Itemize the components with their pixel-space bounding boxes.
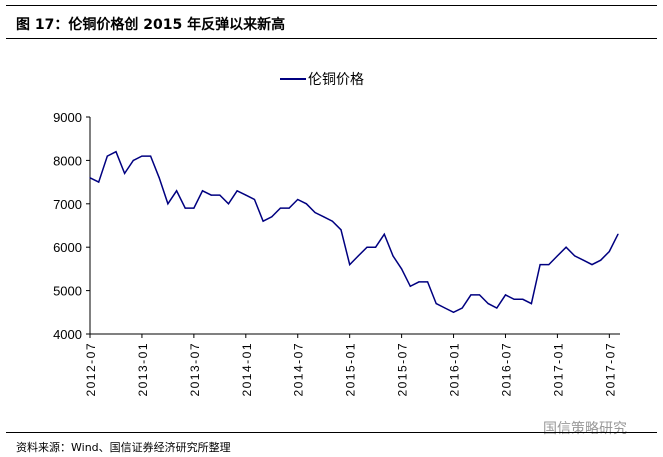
data-point: [392, 255, 394, 257]
data-point: [245, 194, 247, 196]
x-tick-label: 2013-07: [188, 342, 202, 397]
data-point: [487, 303, 489, 305]
data-point: [314, 211, 316, 214]
data-point: [297, 198, 299, 201]
data-point: [349, 263, 351, 266]
top-rule: [6, 5, 657, 6]
data-point: [262, 220, 264, 222]
data-point: [375, 246, 377, 248]
y-tick-label: 4000: [53, 327, 82, 342]
data-point: [193, 207, 195, 209]
data-point: [340, 229, 342, 231]
data-point: [323, 216, 325, 218]
data-point: [89, 177, 91, 179]
data-point: [401, 268, 403, 270]
data-point: [522, 298, 524, 300]
data-point: [253, 198, 256, 201]
data-point: [556, 255, 559, 257]
y-tick-label: 6000: [53, 240, 82, 255]
data-point: [444, 307, 446, 309]
title-rule: [6, 38, 657, 39]
legend: 伦铜价格: [280, 69, 364, 89]
legend-swatch: [280, 78, 306, 80]
legend-label: 伦铜价格: [308, 72, 364, 88]
data-point: [617, 233, 619, 235]
y-tick-label: 5000: [53, 284, 82, 299]
data-point: [98, 181, 100, 183]
data-point: [608, 250, 610, 253]
bottom-rule: [6, 432, 657, 433]
source-note: 资料来源：Wind、国信证券经济研究所整理: [16, 441, 231, 454]
data-point: [288, 207, 290, 209]
x-tick-label: 2015-01: [344, 342, 358, 397]
x-tick-label: 2012-07: [84, 342, 98, 397]
data-point: [383, 233, 385, 235]
x-tick-label: 2013-01: [136, 342, 150, 397]
data-point: [426, 281, 429, 283]
data-point: [201, 190, 204, 192]
data-point: [167, 203, 169, 205]
x-tick-label: 2016-01: [448, 342, 462, 397]
data-point: [271, 216, 273, 218]
x-tick-label: 2014-01: [240, 342, 254, 397]
y-tick-label: 9000: [53, 110, 82, 125]
data-point: [158, 177, 160, 179]
data-point: [184, 207, 186, 209]
x-tick-label: 2014-07: [292, 342, 306, 397]
data-point: [582, 259, 584, 261]
data-point: [470, 294, 472, 296]
data-point: [574, 255, 576, 257]
data-point: [279, 207, 282, 209]
data-point: [409, 285, 411, 287]
data-point: [591, 263, 593, 266]
data-point: [461, 307, 463, 309]
data-point: [530, 303, 533, 305]
data-point: [452, 311, 455, 313]
data-point: [132, 159, 134, 161]
data-point: [565, 246, 567, 248]
figure-title: 图 17：伦铜价格创 2015 年反弹以来新高: [16, 17, 286, 33]
watermark: 国信策略研究: [543, 421, 627, 437]
data-point: [227, 203, 230, 205]
data-point: [115, 151, 117, 153]
data-point: [305, 203, 307, 205]
data-point: [236, 190, 238, 192]
data-point: [357, 255, 359, 257]
data-point: [548, 263, 550, 266]
data-point: [513, 298, 515, 300]
data-point: [149, 155, 152, 157]
data-point: [210, 194, 212, 196]
data-point: [496, 307, 498, 309]
x-tick-label: 2017-07: [603, 342, 617, 397]
data-point: [141, 155, 143, 157]
data-point: [600, 259, 602, 261]
x-tick-label: 2017-01: [551, 342, 565, 397]
price-line: [89, 150, 619, 314]
x-tick-label: 2016-07: [499, 342, 513, 397]
data-point: [504, 294, 507, 296]
data-point: [366, 246, 368, 248]
data-point: [219, 194, 221, 196]
data-point: [539, 263, 541, 266]
data-point: [331, 220, 333, 222]
data-point: [435, 303, 437, 305]
x-tick-label: 2015-07: [396, 342, 410, 397]
data-point: [175, 190, 178, 192]
data-point: [418, 281, 420, 283]
data-point: [478, 294, 481, 296]
y-tick-label: 7000: [53, 197, 82, 212]
data-point: [124, 172, 126, 175]
data-point: [106, 155, 108, 157]
y-tick-label: 8000: [53, 153, 82, 168]
